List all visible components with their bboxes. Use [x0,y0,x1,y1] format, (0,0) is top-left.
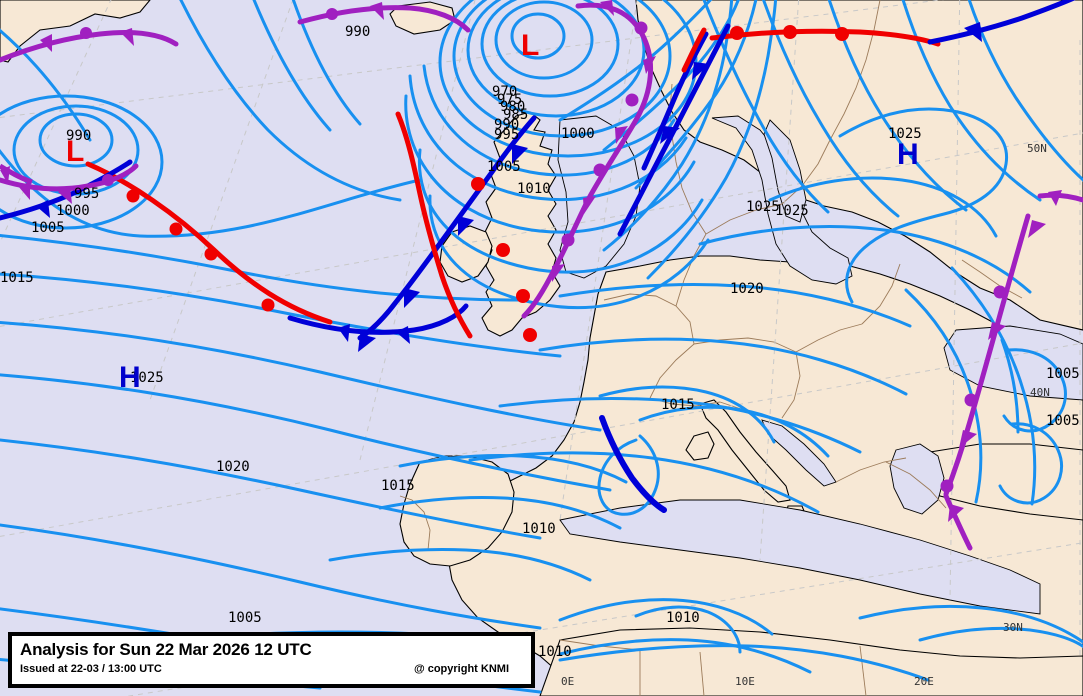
isobar-label: 995 [74,186,100,202]
occluded-front-northeast [1037,190,1083,206]
isobar-label: 1025 [130,370,164,386]
copyright-text: @ copyright KNMI [413,663,509,675]
graticule-label: 40N [1030,386,1050,399]
cold-front-arctic [927,0,1076,45]
high-pressure-symbol: H [897,138,919,171]
graticule-label: 20E [914,675,934,688]
high-pressure-symbol: H [119,361,141,394]
cold-front-baltic [617,23,731,237]
isobar-label: 1010 [522,521,556,537]
isobar-label: 1010 [666,610,700,626]
isobar-label: 1015 [381,478,415,494]
caption-box: Analysis for Sun 22 Mar 2026 12 UTC Issu… [8,632,535,688]
isobar-label: 1005 [487,159,521,175]
isobar-label: 970 [492,84,518,100]
graticule-label: 10E [735,675,755,688]
isobar-label: 1020 [730,281,764,297]
country-borders [399,0,1023,696]
graticule-label: 0E [561,675,575,688]
warm-front-uk [395,111,537,342]
isobar-label: 1015 [0,270,34,286]
isobar-label: 1015 [661,397,695,413]
isobar-label: 1000 [561,126,595,142]
low-pressure-symbol: L [66,135,85,168]
isobar-label: 980 [500,99,526,115]
isobar-label: 1010 [517,181,551,197]
occluded-front-far-northwest [0,163,33,185]
isobar-label: 1000 [56,203,90,219]
warm-front-scandinavia [709,25,941,47]
isobar-label: 1020 [216,459,250,475]
cold-front-france [599,415,667,513]
isobar-label: 1005 [31,220,65,236]
issued-text: Issued at 22-03 / 13:00 UTC [20,663,162,675]
isobar-label: 1025 [888,126,922,142]
cold-front-sweden [641,31,710,171]
occluded-front-norwegian [521,0,656,319]
isobar-label: 995 [494,127,520,143]
isobar-label: 990 [345,24,371,40]
occluded-front-aegean [940,213,1046,497]
graticule-label: 30N [1003,621,1023,634]
occluded-front-aegean-tail [943,493,973,551]
isobar-label: 985 [503,107,529,123]
isobar-990-west [38,112,114,168]
graticule-label: 50N [1027,142,1047,155]
cold-front-uk [357,115,537,352]
occluded-front-northwest [0,27,179,63]
chart-title: Analysis for Sun 22 Mar 2026 12 UTC [20,640,312,659]
isobar-label: 990 [494,117,520,133]
isobar-label: 1005 [1046,413,1080,429]
cold-front-atlantic [287,303,469,344]
isobar-label: 1010 [538,644,572,660]
cold-front-norway-coast [681,27,707,73]
isobar-label: 1005 [228,610,262,626]
isobar-label: 1025 [775,203,809,219]
occluded-front-low-west [0,163,139,204]
isobar-label: 1005 [1046,366,1080,382]
isobar-1000-west [0,94,164,230]
isobar-label: 975 [497,92,523,108]
isobar-label: 990 [66,128,92,144]
isobar-label: 1025 [746,199,780,215]
low-pressure-symbol: L [521,29,540,62]
occluded-front-iceland [297,2,471,33]
warm-front-atlantic [85,161,333,325]
cold-front-northwest [0,159,133,221]
